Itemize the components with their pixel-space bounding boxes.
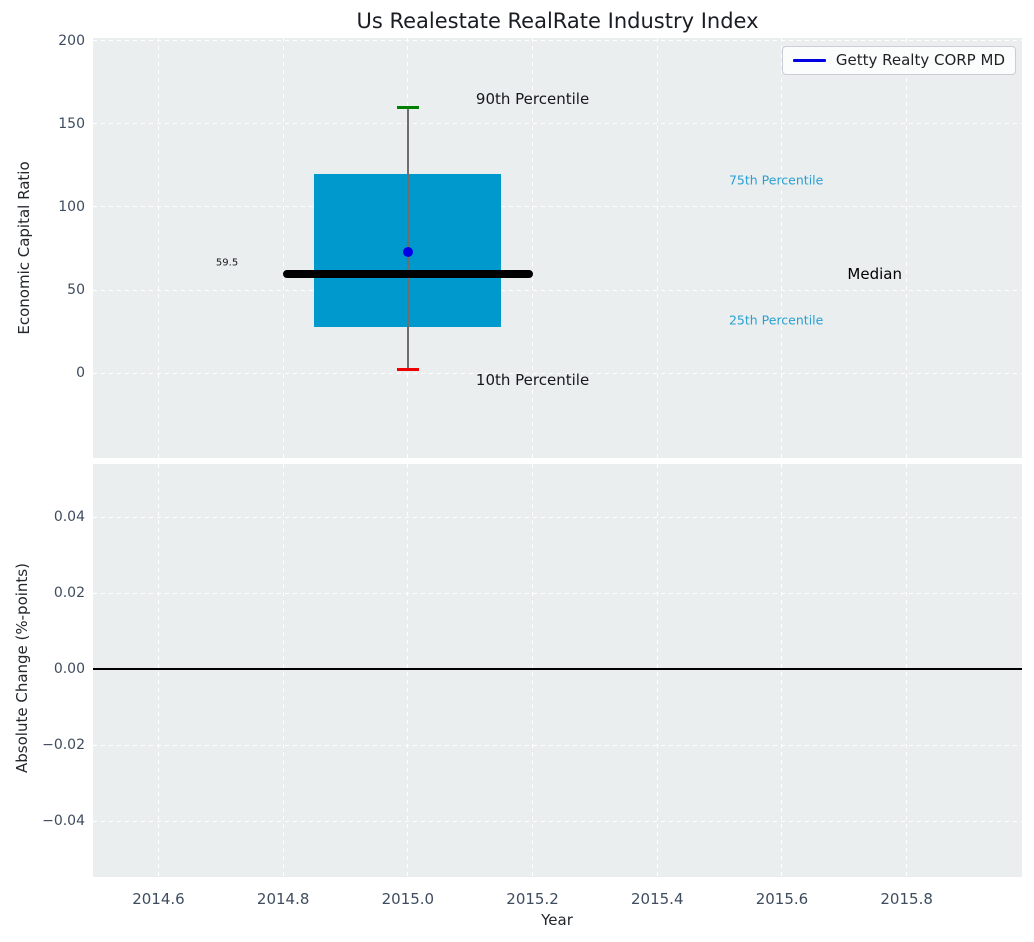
bottom-axes: 2014.6 2014.8 2015.0 2015.2 2015.4 2015.6 2015… [42,464,1022,908]
x-gridline [282,464,284,877]
y-tick-label: 0.00 [53,661,85,678]
y-gridline [93,820,1022,822]
x-gridline [781,464,783,877]
p90-whisker-cap [396,105,419,109]
legend-line-icon [792,58,826,62]
chart-title: Us Realestate RealRate Industry Index [356,9,759,33]
y-tick-label: 0.04 [53,509,85,526]
x-tick-label: 2015.2 [506,890,559,908]
y-gridline [93,744,1022,746]
annotation-90th-percentile: 90th Percentile [475,90,590,109]
y-gridline [93,516,1022,518]
x-gridline [157,38,159,458]
top-y-axis-label: Economic Capital Ratio [15,161,33,335]
y-gridline [93,206,1022,208]
annotation-25th-percentile: 25th Percentile [728,312,824,328]
y-gridline [93,592,1022,594]
y-tick-label: −0.04 [42,813,85,830]
bottom-plot-area [93,464,1022,877]
x-gridline [781,38,783,458]
y-gridline [93,40,1022,42]
x-gridline [157,464,159,877]
x-tick-label: 2015.6 [755,890,809,908]
x-axis-label: Year [541,911,573,929]
y-tick-label: 50 [67,282,85,298]
x-tick-label: 2014.8 [256,890,310,908]
x-gridline [282,38,284,458]
annotation-59-5: 59.5 [215,257,239,269]
y-tick-label: 150 [58,115,85,132]
y-tick-label: 0 [76,365,85,381]
y-tick-label: 100 [58,198,85,215]
x-gridline [906,464,908,877]
x-gridline [407,464,409,877]
annotation-10th-percentile: 10th Percentile [475,371,590,390]
x-tick-label: 2014.6 [132,890,185,908]
legend: Getty Realty CORP MD [781,46,1016,75]
y-tick-label: −0.02 [42,737,85,754]
company-data-point [402,246,413,257]
median-line [283,270,533,279]
zero-reference-line [93,668,1022,671]
x-gridline [532,464,534,877]
legend-label: Getty Realty CORP MD [835,51,1005,69]
whisker-line [407,107,409,370]
x-gridline [656,464,658,877]
p10-whisker-cap [396,368,419,372]
x-gridline [656,38,658,458]
y-gridline [93,372,1022,374]
y-gridline [93,123,1022,125]
x-tick-label: 2015.4 [631,890,684,908]
top-axes: 90th Percentile 10th Percentile 75th Perce… [58,33,1022,458]
x-gridline [906,38,908,458]
y-tick-label: 0.02 [53,585,85,602]
annotation-75th-percentile: 75th Percentile [728,172,824,188]
x-tick-label: 2015.0 [381,890,435,908]
y-gridline [93,289,1022,291]
top-plot-area: 90th Percentile 10th Percentile 75th Perce… [93,38,1022,458]
bottom-y-axis-label: Absolute Change (%-points) [13,563,31,773]
annotation-median: Median [847,265,902,284]
x-tick-label: 2015.8 [880,890,933,908]
y-tick-label: 200 [58,32,85,49]
x-gridline [532,38,534,458]
